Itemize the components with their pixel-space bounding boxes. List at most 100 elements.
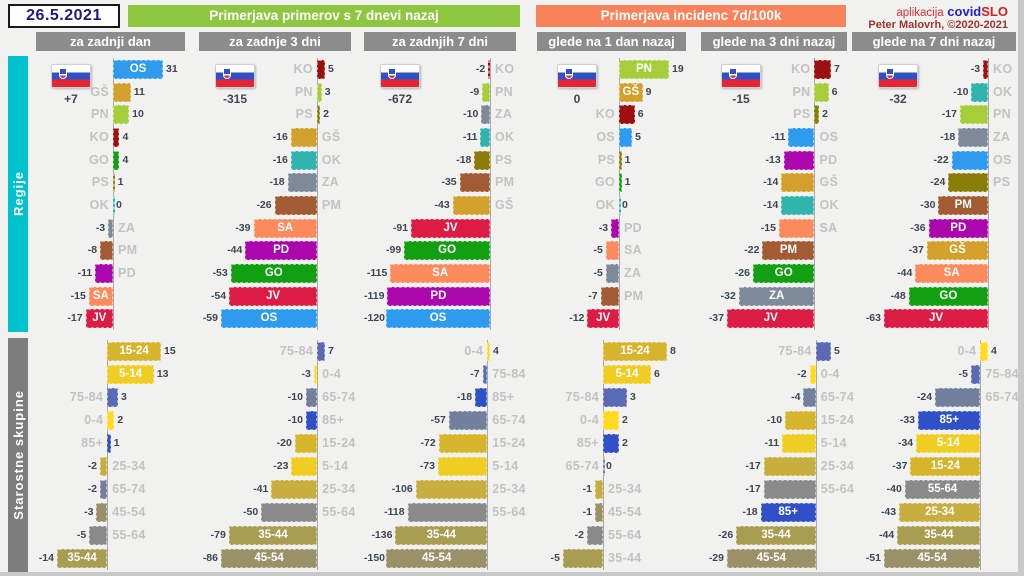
zero-axis xyxy=(814,58,816,330)
column-header-vs-7-days[interactable]: glede na 7 dni nazaj xyxy=(852,32,1016,51)
bar-label-pn: PN xyxy=(792,84,811,99)
column-header-vs-1-day[interactable]: glede na 1 dan nazaj xyxy=(537,32,686,51)
bar-value-55-64: -17 xyxy=(745,483,761,495)
bar-value-jv: -37 xyxy=(708,312,724,325)
bar-value-55-64: -2 xyxy=(574,529,584,541)
bar-sa: SA xyxy=(915,263,988,283)
zero-axis xyxy=(107,340,109,570)
bar-za xyxy=(481,105,490,125)
bar-za xyxy=(108,218,113,238)
bar-value-25-34: -43 xyxy=(880,506,897,518)
bar-value-sa: -39 xyxy=(235,221,251,234)
column-header-vs-3-days[interactable]: glede na 3 dni nazaj xyxy=(701,32,847,51)
bar-65-74 xyxy=(305,388,318,407)
bar-label-75-84: 75-84 xyxy=(492,367,526,381)
bar-value-pm: -7 xyxy=(588,289,598,302)
bar-label-65-74: 65-74 xyxy=(985,390,1019,404)
bar-label-ps: PS xyxy=(993,175,1011,190)
bar-label-45-54: 45-54 xyxy=(608,505,642,519)
bar-pn xyxy=(316,82,322,102)
bar-label-ko: KO xyxy=(495,61,515,76)
bar-label-pd: PD xyxy=(624,220,642,235)
bar-value-5-14: -73 xyxy=(419,460,435,472)
cases-comparison-title[interactable]: Primerjava primerov s 7 dnevi nazaj xyxy=(128,5,520,27)
bar-value-85-: -18 xyxy=(456,391,473,403)
country-total-value: -15 xyxy=(732,92,750,106)
column-header-last-7-days[interactable]: za zadnjih 7 dni xyxy=(364,32,516,51)
bar-os xyxy=(619,127,633,147)
bar-value-os: 31 xyxy=(166,62,178,75)
bar-85- xyxy=(305,411,318,430)
bar-jv: JV xyxy=(85,309,113,329)
bar-value-pn: 10 xyxy=(132,108,144,121)
bar-ok xyxy=(480,127,490,147)
bar-value-os: -22 xyxy=(933,153,949,166)
bar-15-24: 15-24 xyxy=(107,342,161,361)
chart-starostne-skupine-za-zadnji-dan: 15-24 15 5-14 13 75-84 3 0-4 2 85+ 1 25-34 -2 65-74 -… xyxy=(35,340,185,570)
bar-pm xyxy=(600,286,619,306)
bar-55-64 xyxy=(261,503,318,522)
zero-axis xyxy=(603,340,604,570)
bar-15-24 xyxy=(785,411,816,430)
slovenia-flag-icon xyxy=(51,64,91,88)
bar-label-55-64: 55-64 xyxy=(322,505,356,519)
bar-15-24 xyxy=(438,434,488,453)
bar-value-sa: -15 xyxy=(70,289,86,302)
bar-55-64 xyxy=(587,526,603,545)
bar-label-15-24: 15-24 xyxy=(322,436,356,450)
bar-ok xyxy=(619,195,621,215)
bar-value-25-34: -17 xyxy=(745,460,761,472)
bar-label-25-34: 25-34 xyxy=(322,482,356,496)
bar-label-0-4: 0-4 xyxy=(580,413,599,427)
bar-55-64 xyxy=(763,480,816,499)
bar-value-ps: -18 xyxy=(456,153,472,166)
bar-label-pd: PD xyxy=(819,152,838,167)
bar-value-g-: -43 xyxy=(434,198,450,211)
bar-label-85-: 85+ xyxy=(81,436,104,450)
slovenia-flag-icon xyxy=(215,64,255,88)
bar-label-5-14: 5-14 xyxy=(820,436,847,450)
bar-label-os: OS xyxy=(596,129,615,144)
bar-label-os: OS xyxy=(993,152,1012,167)
zero-axis xyxy=(316,58,318,330)
bar-value-0-4: 2 xyxy=(117,414,124,426)
bar-label-0-4: 0-4 xyxy=(464,344,484,358)
bar-os: OS xyxy=(221,309,317,329)
bar-75-84 xyxy=(107,388,118,407)
bar-45-54: 45-54 xyxy=(221,549,318,568)
bar-label-g-: GŠ xyxy=(495,197,514,212)
bar-value-za: -18 xyxy=(269,176,285,189)
bar-label-0-4: 0-4 xyxy=(957,344,977,358)
country-total-value: -672 xyxy=(387,92,413,106)
bar-value-25-34: -41 xyxy=(253,483,269,495)
bar-label-pm: PM xyxy=(624,288,644,303)
chart-starostne-skupine-glede-na-3-dni-nazaj: 75-84 5 0-4 -2 65-74 -4 15-24 -10 5-14 -11 25-34 -1… xyxy=(705,340,855,570)
bar-label-ps: PS xyxy=(295,107,313,122)
bar-5-14 xyxy=(782,434,816,453)
bar-label-85-: 85+ xyxy=(322,413,345,427)
bar-value-os: -120 xyxy=(364,312,386,325)
incidence-comparison-title[interactable]: Primerjava incidenc 7d/100k xyxy=(536,5,846,27)
column-header-last-3-days[interactable]: za zadnje 3 dni xyxy=(199,32,351,51)
bar-45-54: 45-54 xyxy=(884,549,981,568)
country-total-value: -315 xyxy=(222,92,248,106)
slovenia-flag-icon xyxy=(557,64,597,88)
bar-label-25-34: 25-34 xyxy=(112,459,146,473)
bar-jv: JV xyxy=(884,309,988,329)
chart-regije-glede-na-7-dni-nazaj: KO -3 OK -10 PN -17 ZA -18 OS -22 PS -24 PM -30 PD -36 G… xyxy=(862,58,1012,330)
bar-85-: 85+ xyxy=(918,411,981,430)
bar-value-45-54: -3 xyxy=(84,506,94,518)
bar-35-44: 35-44 xyxy=(57,549,108,568)
column-header-last-day[interactable]: za zadnji dan xyxy=(36,32,185,51)
bar-value-sa: -115 xyxy=(366,266,388,279)
bar-label-za: ZA xyxy=(624,265,642,280)
bar-value-pd: -11 xyxy=(77,266,93,279)
bar-value-ok: 0 xyxy=(116,198,122,211)
bar-0-4 xyxy=(107,411,115,430)
bar-value-45-54: -150 xyxy=(364,552,386,564)
app-name-covid: covid xyxy=(947,4,982,19)
bar-label-45-54: 45-54 xyxy=(112,505,146,519)
bar-value-g-: -37 xyxy=(908,244,924,257)
bar-25-34 xyxy=(271,480,318,499)
bar-5-14: 5-14 xyxy=(916,434,981,453)
